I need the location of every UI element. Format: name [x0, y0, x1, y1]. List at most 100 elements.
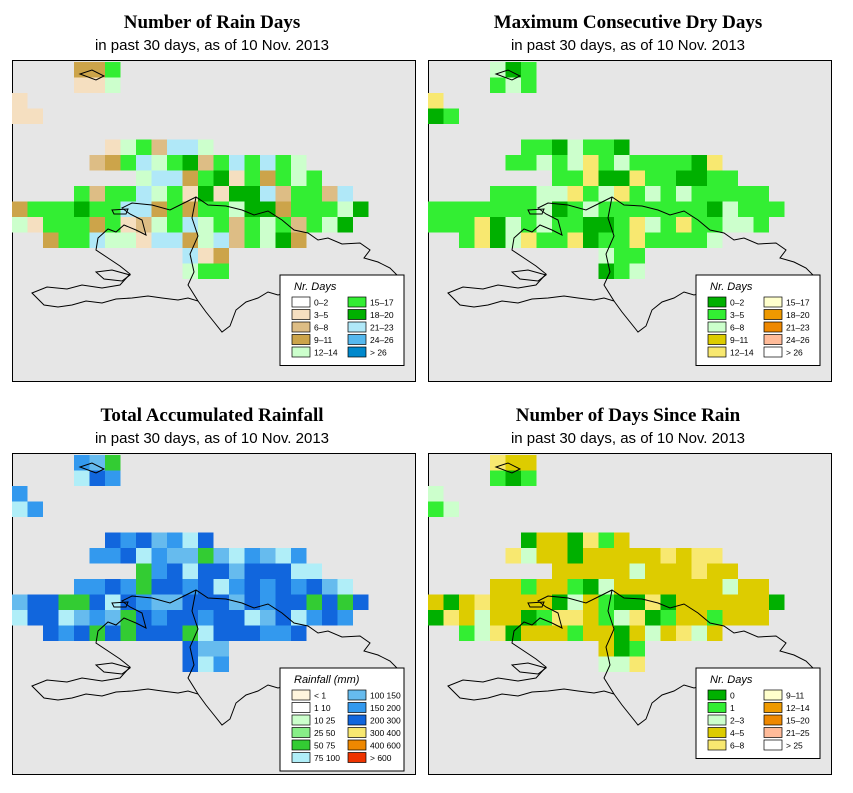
legend-swatch: [347, 714, 367, 726]
grid-cell: [151, 155, 167, 171]
grid-cell: [521, 610, 537, 626]
grid-cell: [105, 548, 121, 564]
grid-cell: [583, 201, 599, 217]
grid-cell: [229, 579, 245, 595]
legend-label: > 600: [370, 753, 392, 763]
grid-cell: [722, 563, 738, 579]
grid-cell: [645, 201, 661, 217]
grid-cell: [275, 579, 291, 595]
grid-cell: [198, 532, 214, 548]
grid-cell: [598, 532, 614, 548]
grid-cell: [213, 155, 229, 171]
grid-cell: [614, 625, 630, 641]
legend-title: Nr. Days: [294, 281, 337, 293]
grid-cell: [120, 610, 136, 626]
grid-cell: [505, 470, 521, 486]
national-border: [187, 196, 199, 302]
grid-cell: [198, 248, 214, 264]
grid-cell: [598, 594, 614, 610]
grid-cell: [614, 548, 630, 564]
legend-title: Nr. Days: [710, 674, 753, 686]
grid-cell: [459, 594, 475, 610]
grid-cell: [120, 548, 136, 564]
legend-swatch: [347, 739, 367, 751]
grid-cell: [198, 139, 214, 155]
grid-cell: [459, 201, 475, 217]
grid-cell: [660, 625, 676, 641]
legend-swatch: [291, 321, 311, 333]
grid-cell: [583, 217, 599, 233]
legend-label: 12–14: [730, 348, 754, 358]
grid-cell: [505, 455, 521, 471]
grid-cell: [213, 201, 229, 217]
legend-swatch: [763, 321, 783, 333]
grid-cell: [198, 155, 214, 171]
grid-cell: [753, 579, 769, 595]
grid-cell: [769, 594, 785, 610]
grid-cell: [151, 232, 167, 248]
grid-cell: [167, 563, 183, 579]
grid-cell: [583, 579, 599, 595]
panel-subtitle-days-since-rain: in past 30 days, as of 10 Nov. 2013: [510, 430, 746, 447]
grid-cell: [474, 610, 490, 626]
legend-label: 4–5: [730, 728, 744, 738]
grid-cell: [229, 201, 245, 217]
grid-cell: [676, 232, 692, 248]
grid-cell: [198, 263, 214, 279]
grid-cell: [459, 232, 475, 248]
grid-cell: [306, 217, 322, 233]
grid-cell: [167, 625, 183, 641]
grid-cell: [58, 232, 74, 248]
grid-cell: [105, 77, 121, 93]
grid-cell: [536, 186, 552, 202]
grid-cell: [27, 217, 43, 233]
legend-swatch: [347, 727, 367, 738]
grid-cell: [474, 201, 490, 217]
grid-cell: [521, 155, 537, 171]
legend-swatch: [707, 309, 727, 320]
grid-cell: [198, 563, 214, 579]
grid-cell: [583, 155, 599, 171]
grid-cell: [213, 248, 229, 264]
grid-cell: [136, 563, 152, 579]
grid-cell: [275, 232, 291, 248]
grid-cell: [521, 548, 537, 564]
grid-cell: [306, 170, 322, 186]
grid-cell: [443, 201, 459, 217]
grid-cell: [536, 532, 552, 548]
grid-cell: [167, 532, 183, 548]
grid-cell: [167, 139, 183, 155]
grid-cell: [490, 186, 506, 202]
grid-cell: [552, 625, 568, 641]
grid-cell: [337, 610, 353, 626]
legend-label: 50 75: [314, 741, 336, 751]
grid-cell: [120, 532, 136, 548]
grid-cell: [43, 201, 59, 217]
grid-cell: [598, 656, 614, 672]
legend: Nr. Days 0 1 2–3 4–5 6–8 9–11 12–14 15–20 21–25 > …: [695, 667, 821, 759]
grid-cell: [474, 217, 490, 233]
grid-cell: [691, 610, 707, 626]
grid-cell: [120, 232, 136, 248]
legend-label: 300 400: [370, 728, 401, 738]
grid-cell: [691, 155, 707, 171]
grid-cell: [676, 155, 692, 171]
legend-swatch: [707, 321, 727, 333]
grid-cell: [182, 170, 198, 186]
grid-cell: [691, 232, 707, 248]
grid-cell: [291, 579, 307, 595]
grid-cell: [490, 579, 506, 595]
grid-cell: [151, 170, 167, 186]
grid-cell: [660, 548, 676, 564]
grid-cell: [213, 594, 229, 610]
grid-cell: [58, 201, 74, 217]
map-total-rainfall: Rainfall (mm) < 1 1 10 10 25 25 50 50 75 75 10…: [12, 453, 416, 775]
grid-cell: [707, 217, 723, 233]
map-rain-days: Nr. Days 0–2 3–5 6–8 9–11 12–14 15–17 18–20 21–2…: [12, 60, 416, 382]
grid-cell: [322, 217, 338, 233]
grid-cell: [229, 610, 245, 626]
grid-cell: [105, 217, 121, 233]
grid-cell: [567, 532, 583, 548]
grid-cell: [260, 155, 276, 171]
grid-cell: [322, 610, 338, 626]
